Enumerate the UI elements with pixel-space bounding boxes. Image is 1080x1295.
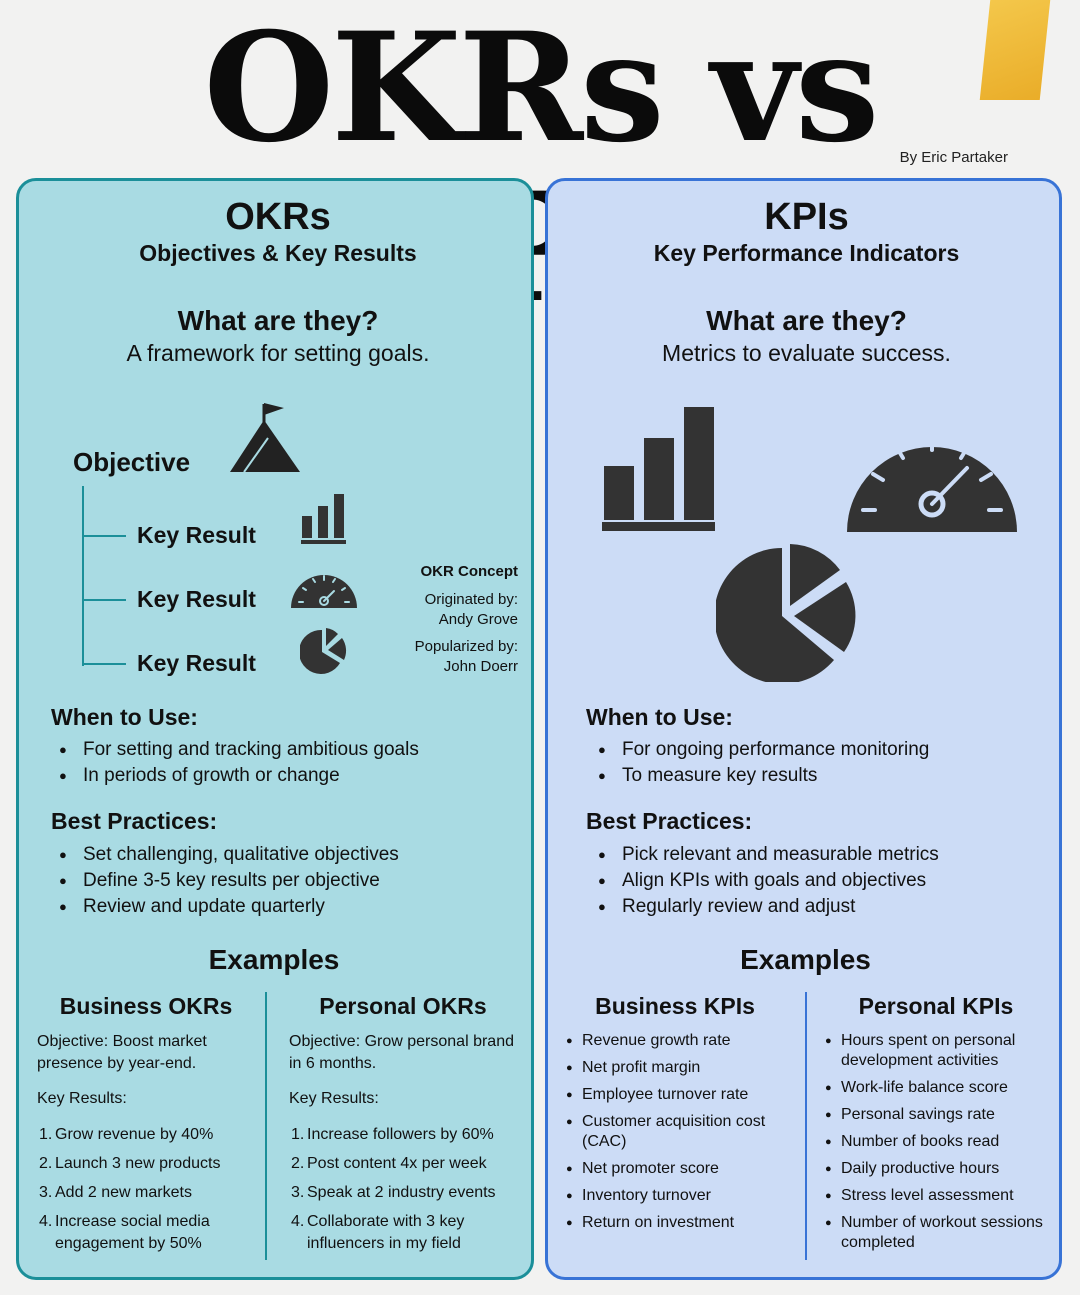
list-item: 3. Speak at 2 industry events	[291, 1184, 496, 1201]
business-kpis-title: Business KPIs	[595, 993, 755, 1019]
objective-label: Objective	[73, 447, 191, 477]
list-item: Regularly review and adjust	[590, 894, 1050, 920]
okr-when-title: When to Use:	[51, 704, 198, 730]
bar-chart-icon	[602, 407, 715, 531]
business-okrs-title: Business OKRs	[59, 993, 233, 1019]
list-item: Hours spent on personal development acti…	[825, 1031, 1050, 1071]
list-item: 1. Grow revenue by 40%	[39, 1126, 214, 1143]
kpi-answer: Metrics to evaluate success.	[662, 340, 951, 366]
gauge-icon	[291, 575, 357, 608]
list-item: Personal savings rate	[825, 1105, 1050, 1125]
list-item: Revenue growth rate	[566, 1031, 796, 1051]
key-result-label: Key Result	[137, 650, 256, 676]
byline: By Eric Partaker	[899, 149, 1008, 166]
kpi-best-title: Best Practices:	[586, 808, 753, 834]
list-item: Employee turnover rate	[566, 1085, 796, 1105]
okr-popularized-name: John Doerr	[443, 658, 518, 675]
list-item: Align KPIs with goals and objectives	[590, 868, 1050, 894]
personal-okr-kr-label: Key Results:	[289, 1090, 379, 1107]
personal-kpis-title: Personal KPIs	[858, 993, 1014, 1019]
kpi-best-list: Pick relevant and measurable metrics Ali…	[590, 842, 1050, 920]
okr-popularized-label: Popularized by:	[414, 638, 518, 655]
gauge-icon	[847, 436, 1017, 532]
mountain-flag-icon	[230, 403, 300, 473]
key-result-label: Key Result	[137, 522, 256, 548]
list-item: Stress level assessment	[825, 1186, 1050, 1206]
okr-originated-name: Andy Grove	[438, 611, 518, 628]
list-item: Net promoter score	[566, 1159, 796, 1179]
okr-when-list: For setting and tracking ambitious goals…	[51, 737, 521, 789]
key-result-label: Key Result	[137, 586, 256, 612]
business-kpi-list: Revenue growth rate Net profit margin Em…	[566, 1031, 796, 1240]
okr-concept-title: OKR Concept	[420, 563, 519, 580]
list-item: To measure key results	[590, 763, 1050, 789]
okr-answer: A framework for setting goals.	[126, 340, 430, 366]
personal-kpi-list: Hours spent on personal development acti…	[825, 1031, 1050, 1260]
okr-heading: OKRs	[225, 196, 331, 238]
list-item: In periods of growth or change	[51, 763, 521, 789]
kpi-examples-title: Examples	[740, 944, 871, 975]
okr-best-title: Best Practices:	[51, 808, 218, 834]
kpi-question: What are they?	[706, 305, 907, 336]
bar-chart-icon	[301, 494, 346, 544]
personal-okr-objective: Objective: Grow personal brand in 6 mont…	[289, 1033, 514, 1072]
list-item: Inventory turnover	[566, 1186, 796, 1206]
okr-examples-title: Examples	[208, 944, 340, 975]
pie-chart-icon	[716, 544, 856, 682]
pie-chart-icon	[300, 628, 347, 674]
list-item: For setting and tracking ambitious goals	[51, 737, 521, 763]
okr-originated-label: Originated by:	[424, 591, 518, 608]
list-item: For ongoing performance monitoring	[590, 737, 1050, 763]
list-item: Net profit margin	[566, 1058, 796, 1078]
list-item: 2. Post content 4x per week	[291, 1155, 487, 1172]
list-item: 3. Add 2 new markets	[39, 1184, 192, 1201]
okr-subheading: Objectives & Key Results	[139, 240, 417, 266]
list-item: Set challenging, qualitative objectives	[51, 842, 521, 868]
business-okr-list: 1. Grow revenue by 40% 2. Launch 3 new pro…	[37, 1124, 259, 1262]
list-item: Pick relevant and measurable metrics	[590, 842, 1050, 868]
kpi-heading: KPIs	[764, 196, 849, 238]
list-item: Work-life balance score	[825, 1078, 1050, 1098]
kpi-when-list: For ongoing performance monitoring To me…	[590, 737, 1050, 789]
list-item: 2. Launch 3 new products	[39, 1155, 221, 1172]
personal-okr-list: 1. Increase followers by 60% 2. Post conte…	[289, 1124, 525, 1262]
list-item: 4. Increase social media engagement by 50…	[39, 1213, 210, 1252]
business-okr-objective: Objective: Boost market presence by year…	[37, 1033, 207, 1072]
business-okr-kr-label: Key Results:	[37, 1090, 127, 1107]
okr-best-list: Set challenging, qualitative objectives …	[51, 842, 521, 920]
personal-okrs-title: Personal OKRs	[319, 993, 487, 1019]
list-item: Review and update quarterly	[51, 894, 521, 920]
okr-question: What are they?	[177, 305, 379, 336]
list-item: Define 3-5 key results per objective	[51, 868, 521, 894]
kpi-subheading: Key Performance Indicators	[653, 240, 960, 266]
kpi-examples-divider	[805, 992, 807, 1260]
list-item: 4. Collaborate with 3 key influencers in …	[291, 1213, 465, 1252]
list-item: Return on investment	[566, 1213, 796, 1233]
list-item: Number of books read	[825, 1132, 1050, 1152]
list-item: Customer acquisition cost (CAC)	[566, 1112, 766, 1152]
okr-examples-divider	[265, 992, 267, 1260]
tree-lines	[82, 486, 126, 666]
list-item: Daily productive hours	[825, 1159, 1050, 1179]
list-item: Number of workout sessions completed	[825, 1213, 1050, 1253]
list-item: 1. Increase followers by 60%	[291, 1126, 494, 1143]
kpi-when-title: When to Use:	[586, 704, 733, 730]
okr-panel	[16, 178, 534, 1280]
